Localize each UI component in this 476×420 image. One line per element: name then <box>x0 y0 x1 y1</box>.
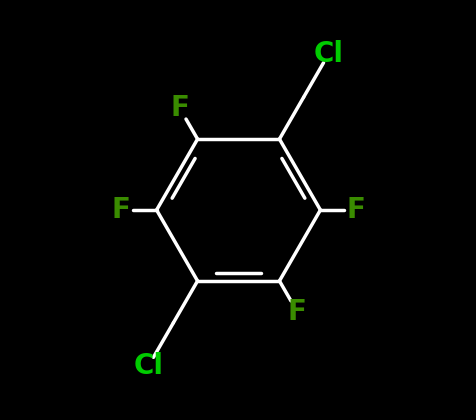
Text: F: F <box>287 298 306 326</box>
Text: F: F <box>111 196 130 224</box>
Text: F: F <box>346 196 365 224</box>
Text: Cl: Cl <box>133 352 163 381</box>
Text: F: F <box>170 94 189 122</box>
Text: Cl: Cl <box>313 39 343 68</box>
